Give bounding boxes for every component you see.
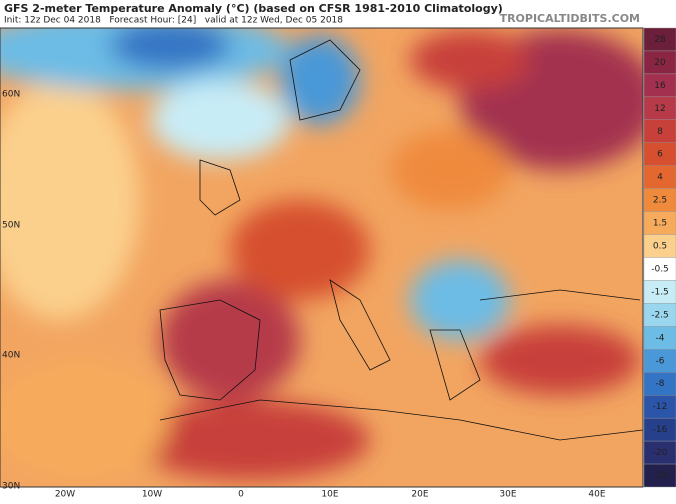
longitude-label: 20W (55, 490, 75, 500)
colorbar-label: 12 (654, 104, 665, 114)
longitude-labels: 20W 10W 0 10E 20E 30E 40E (55, 490, 606, 500)
map-field (0, 28, 643, 487)
colorbar-label: -28 (653, 471, 668, 481)
colorbar-label: -1.5 (651, 287, 669, 297)
longitude-label: 0 (238, 490, 244, 500)
longitude-label: 10E (321, 490, 338, 500)
colorbar-label: -12 (653, 402, 668, 412)
colorbar-label: -16 (653, 425, 668, 435)
colorbar-label: 2.5 (653, 196, 667, 206)
site-name: TROPICALTIDBITS.COM (500, 12, 640, 25)
colorbar-label: 16 (654, 81, 666, 91)
longitude-label: 10W (142, 490, 162, 500)
latitude-label: 60N (2, 90, 20, 100)
colorbar-label: -8 (656, 379, 665, 389)
latitude-labels: 60N 50N 40N 30N (2, 90, 20, 492)
latitude-label: 50N (2, 221, 20, 231)
colorbar: 28 20 16 12 8 6 4 2.5 1.5 0.5 -0.5 -1.5 -2.5 -4 -6 -8 -1… (643, 27, 676, 488)
latitude-label: 40N (2, 351, 20, 361)
longitude-label: 40E (588, 490, 605, 500)
colorbar-label: -4 (656, 333, 665, 343)
colorbar-label: 6 (657, 150, 663, 160)
longitude-label: 20E (411, 490, 428, 500)
colorbar-swatch (643, 463, 676, 488)
latitude-label: 30N (2, 482, 20, 492)
colorbar-label: 4 (657, 173, 663, 183)
map-title: GFS 2-meter Temperature Anomaly (°C) (ba… (4, 2, 503, 15)
colorbar-label: 8 (657, 127, 663, 137)
colorbar-label: -6 (656, 356, 665, 366)
colorbar-label: -2.5 (651, 310, 669, 320)
map-frame (0, 27, 644, 488)
colorbar-label: 0.5 (653, 242, 667, 252)
colorbar-label: -20 (653, 448, 668, 458)
colorbar-label: 1.5 (653, 219, 667, 229)
map-subtitle: Init: 12z Dec 04 2018 Forecast Hour: [24… (4, 16, 343, 26)
colorbar-label: 20 (654, 58, 666, 68)
colorbar-label: -0.5 (651, 264, 669, 274)
colorbar-label: 28 (654, 35, 666, 45)
longitude-label: 30E (499, 490, 516, 500)
